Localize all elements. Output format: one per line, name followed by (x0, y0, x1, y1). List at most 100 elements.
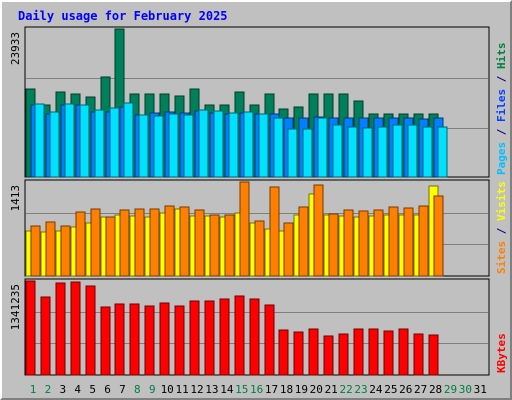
sites-bar-day-3 (60, 225, 71, 277)
pages-bar-day-17 (273, 117, 284, 178)
kbytes-panel: 1341235 KBytes (9, 278, 508, 376)
kbytes-bar-day-21 (323, 335, 334, 376)
kbytes-bar-day-19 (293, 331, 304, 376)
x-tick-label: 8 (134, 383, 141, 396)
sites-bar-day-4 (75, 211, 86, 277)
kbytes-bar-day-8 (129, 303, 140, 376)
x-tick-label: 10 (161, 383, 174, 396)
x-tick-label: 24 (369, 383, 383, 396)
kbytes-bar-day-18 (278, 329, 289, 376)
visits-sites-legend-part-2: Visits (495, 181, 508, 221)
sites-bar-day-18 (283, 222, 294, 277)
pages-bar-day-12 (198, 109, 209, 178)
x-tick-label: 4 (74, 383, 81, 396)
sites-bar-day-17 (269, 186, 280, 277)
sites-bar-day-15 (239, 181, 250, 277)
pages-bar-day-1 (34, 103, 45, 178)
kbytes-bar-day-10 (159, 302, 170, 376)
kbytes-legend-part-0: KBytes (495, 333, 508, 373)
pages-bar-day-28 (437, 126, 448, 178)
x-tick-label: 30 (459, 383, 472, 396)
kbytes-bar-day-7 (114, 303, 125, 376)
x-tick-label: 12 (190, 383, 203, 396)
hits-files-pages-legend-part-3: / (495, 69, 508, 89)
kbytes-bar-day-9 (144, 305, 155, 376)
x-tick-label: 21 (325, 383, 338, 396)
x-tick-label: 28 (429, 383, 442, 396)
visits-sites-legend-part-1: / (495, 221, 508, 241)
sites-bar-day-5 (90, 208, 101, 277)
pages-bar-day-4 (79, 104, 90, 178)
x-tick-label: 7 (119, 383, 126, 396)
pages-bar-day-14 (228, 112, 239, 178)
pages-bar-day-9 (153, 115, 164, 178)
visits-sites-legend-part-0: Sites (495, 241, 508, 274)
x-tick-label: 13 (205, 383, 218, 396)
x-tick-label: 19 (295, 383, 308, 396)
hits-files-pages-legend-part-1: / (495, 122, 508, 142)
x-tick-label: 31 (474, 383, 487, 396)
x-tick-label: 9 (149, 383, 156, 396)
sites-bar-day-26 (403, 207, 414, 277)
x-tick-label: 17 (265, 383, 278, 396)
pages-bar-day-16 (258, 113, 269, 178)
visits-sites-legend: Sites / Visits (495, 181, 508, 274)
sites-bar-day-27 (418, 205, 429, 277)
pages-bar-day-11 (183, 114, 194, 178)
pages-bar-day-18 (287, 128, 298, 178)
pages-bar-day-23 (362, 127, 373, 178)
kbytes-bar-day-16 (249, 298, 260, 376)
pages-bar-day-24 (377, 126, 388, 178)
pages-bar-day-10 (168, 113, 179, 178)
sites-bar-day-8 (134, 208, 145, 277)
pages-bar-day-25 (392, 124, 403, 178)
sites-bar-day-24 (373, 209, 384, 277)
pages-bar-day-27 (422, 126, 433, 178)
sites-bar-day-20 (313, 184, 324, 277)
x-tick-label: 6 (104, 383, 111, 396)
sites-bar-day-2 (45, 221, 56, 277)
x-tick-label: 14 (220, 383, 234, 396)
pages-bar-day-13 (213, 110, 224, 178)
kbytes-bar-day-14 (219, 298, 230, 376)
kbytes-bar-day-15 (234, 295, 245, 376)
x-tick-label: 5 (89, 383, 96, 396)
kbytes-bar-day-23 (353, 328, 364, 376)
pages-bar-day-21 (332, 124, 343, 178)
pages-bar-day-20 (317, 117, 328, 178)
kbytes-bar-day-25 (383, 330, 394, 376)
hits-files-pages-panel: 23933 Pages / Files / Hits (9, 26, 508, 178)
kbytes-max-label: 1341235 (9, 284, 22, 330)
pages-bar-day-3 (64, 103, 75, 178)
sites-bar-day-28 (433, 195, 444, 277)
x-tick-label: 25 (384, 383, 397, 396)
pages-bar-day-5 (94, 109, 105, 178)
sites-bar-day-1 (30, 225, 41, 277)
x-tick-label: 22 (339, 383, 352, 396)
sites-bar-day-7 (119, 209, 130, 277)
visits-sites-max-label: 1413 (9, 185, 22, 212)
visits-sites-panel: 1413 Sites / Visits (9, 179, 508, 277)
kbytes-bar-day-28 (428, 334, 439, 376)
kbytes-bar-day-26 (398, 328, 409, 376)
sites-bar-day-21 (328, 213, 339, 277)
pages-bar-day-26 (407, 124, 418, 178)
chart-title: Daily usage for February 2025 (18, 9, 228, 23)
sites-bar-day-6 (105, 216, 116, 277)
x-tick-label: 23 (354, 383, 367, 396)
kbytes-bar-day-6 (100, 306, 111, 376)
hits-files-pages-max-label: 23933 (9, 32, 22, 65)
x-tick-label: 27 (414, 383, 427, 396)
kbytes-bar-day-27 (413, 333, 424, 376)
sites-bar-day-13 (209, 214, 220, 277)
sites-bar-day-12 (194, 209, 205, 277)
pages-bar-day-19 (302, 128, 313, 178)
sites-bar-day-14 (224, 214, 235, 277)
sites-bar-day-23 (358, 210, 369, 277)
kbytes-bar-day-4 (70, 281, 81, 376)
x-tick-label: 1 (30, 383, 37, 396)
pages-bar-day-6 (109, 107, 120, 178)
x-tick-label: 11 (175, 383, 188, 396)
sites-bar-day-9 (149, 208, 160, 277)
